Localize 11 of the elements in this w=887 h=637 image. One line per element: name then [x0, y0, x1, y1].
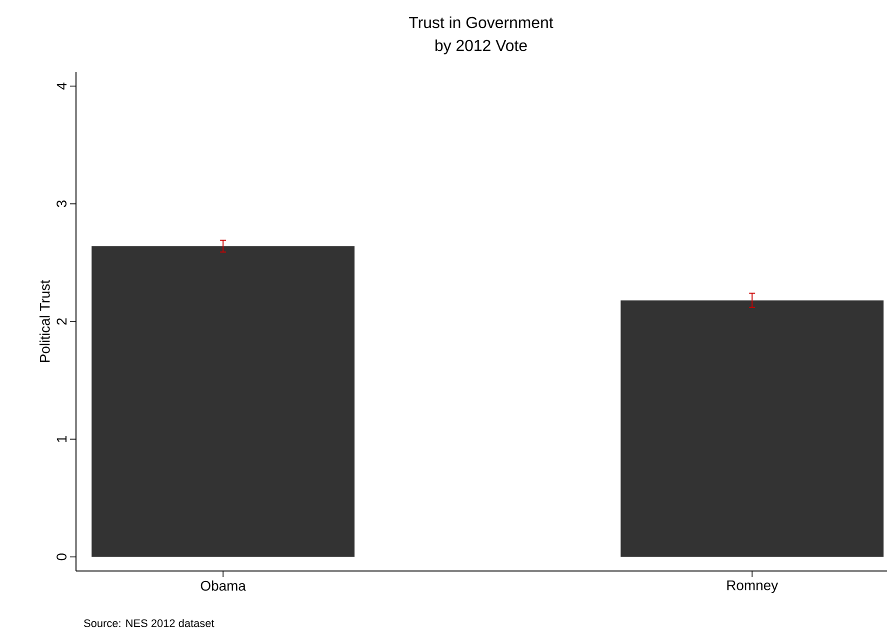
x-tick-label: Obama	[200, 580, 246, 591]
y-axis-title: Political Trust	[40, 280, 50, 362]
x-tick-label: Romney	[727, 580, 778, 593]
y-tick-label: 2	[56, 318, 66, 325]
source-note: Source: NES 2012 dataset	[84, 619, 214, 628]
y-tick-label: 1	[56, 436, 66, 442]
y-tick-label: 0	[56, 554, 67, 560]
y-tick-label: 4	[56, 82, 66, 90]
chart-subtitle: by 2012 Vote	[436, 39, 527, 54]
chart-title: Trust in Government	[409, 16, 554, 28]
y-tick-label: 3	[56, 200, 67, 208]
